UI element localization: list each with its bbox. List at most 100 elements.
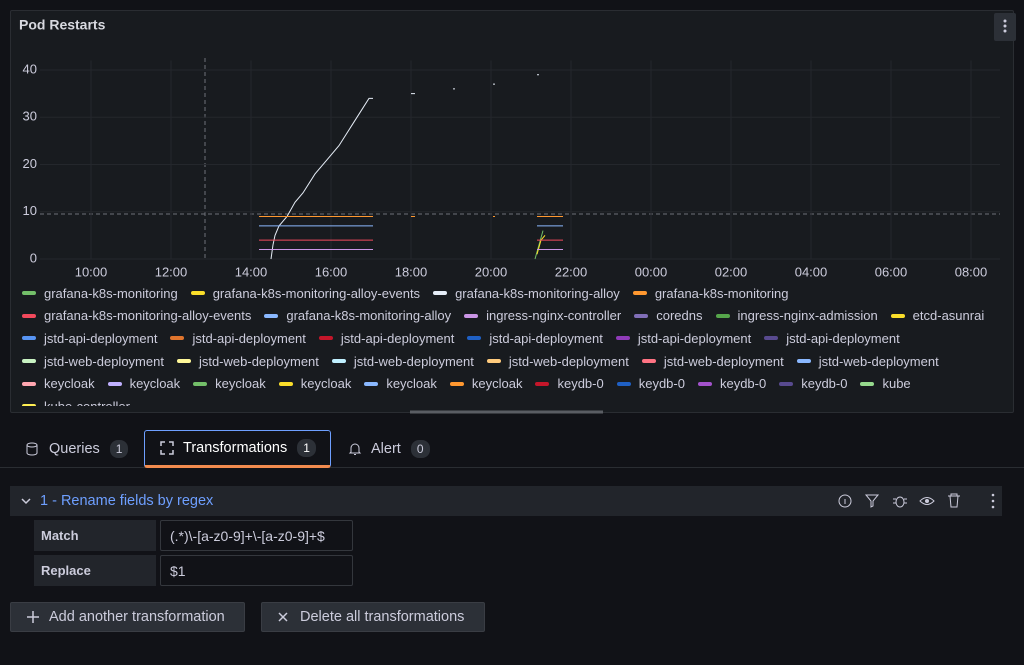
legend-label: grafana-k8s-monitoring — [44, 285, 178, 301]
field-label: Match — [34, 520, 156, 551]
legend-swatch — [464, 313, 479, 318]
legend-item[interactable]: jstd-web-deployment — [176, 352, 319, 371]
tab-alert[interactable]: Alert 0 — [348, 430, 430, 468]
field-input[interactable]: (.*)\-[a-z0-9]+\-[a-z0-9]+$ — [160, 520, 353, 551]
legend-item[interactable]: ingress-nginx-admission — [715, 307, 878, 326]
legend-label: jstd-web-deployment — [663, 353, 784, 369]
legend-item[interactable]: grafana-k8s-monitoring-alloy-events — [190, 284, 421, 303]
legend-item[interactable]: grafana-k8s-monitoring — [22, 284, 178, 303]
legend-label: keycloak — [215, 376, 266, 392]
legend-swatch — [641, 359, 656, 364]
legend-item[interactable]: jstd-api-deployment — [615, 329, 751, 348]
x-tick-label: 22:00 — [555, 264, 588, 279]
legend-item[interactable]: jstd-web-deployment — [22, 352, 164, 371]
legend-item[interactable]: keycloak — [449, 374, 522, 393]
legend-label: ingress-nginx-admission — [737, 308, 878, 324]
legend-swatch — [22, 313, 36, 318]
legend-swatch — [467, 336, 482, 341]
legend-item[interactable]: etcd-asunrai — [890, 307, 984, 326]
legend-swatch — [318, 336, 333, 341]
legend-item[interactable]: grafana-k8s-monitoring-alloy — [433, 284, 620, 303]
legend-swatch — [715, 313, 730, 318]
legend-item[interactable]: keycloak — [107, 374, 180, 393]
legend-label: jstd-web-deployment — [44, 353, 164, 369]
legend-swatch — [449, 381, 464, 386]
legend-label: grafana-k8s-monitoring-alloy-events — [212, 285, 421, 301]
legend-item[interactable]: kube-controller — [22, 397, 130, 406]
legend-item[interactable]: grafana-k8s-monitoring — [632, 284, 789, 303]
field-input[interactable]: $1 — [160, 555, 353, 586]
legend-item[interactable]: jstd-web-deployment — [641, 352, 784, 371]
legend-item[interactable]: keydb-0 — [535, 374, 604, 393]
tab-label: Queries — [49, 441, 100, 457]
legend-item[interactable]: grafana-k8s-monitoring-alloy-events — [22, 307, 251, 326]
legend-label: keydb-0 — [719, 376, 767, 392]
legend-swatch — [779, 381, 794, 386]
legend-swatch — [486, 359, 501, 364]
delete-button[interactable]: Delete all transformations — [261, 602, 485, 632]
x-tick-label: 08:00 — [955, 264, 988, 279]
legend-swatch — [860, 381, 875, 386]
legend-label: keycloak — [44, 376, 95, 392]
x-tick-label: 18:00 — [395, 264, 428, 279]
legend-swatch — [170, 336, 185, 341]
legend-item[interactable]: keycloak — [278, 374, 352, 393]
tab-queries[interactable]: Queries 1 — [25, 430, 129, 468]
y-tick-label: 20 — [23, 156, 37, 171]
legend-item[interactable]: jstd-web-deployment — [331, 352, 474, 371]
x-tick-label: 16:00 — [315, 264, 348, 279]
legend-swatch — [278, 381, 293, 386]
legend-item[interactable]: keydb-0 — [779, 374, 847, 393]
legend-item[interactable]: jstd-api-deployment — [764, 329, 900, 348]
legend-swatch — [190, 291, 205, 296]
legend-swatch — [616, 381, 631, 386]
add-button[interactable]: Add another transformation — [10, 602, 245, 632]
x-tick-label: 10:00 — [75, 264, 108, 279]
legend-label: jstd-web-deployment — [508, 353, 629, 369]
legend-swatch — [331, 359, 346, 364]
y-tick-label: 10 — [23, 203, 37, 218]
legend-label: keydb-0 — [801, 376, 848, 392]
field-label: Replace — [34, 555, 156, 586]
tab-divider — [0, 467, 1024, 468]
tab-label: Alert — [371, 441, 401, 457]
legend-item[interactable]: jstd-api-deployment — [22, 329, 157, 348]
x-tick-label: 02:00 — [715, 264, 748, 279]
legend-item[interactable]: jstd-web-deployment — [486, 352, 629, 371]
legend-label: jstd-api-deployment — [786, 330, 900, 346]
transformation-header[interactable]: 1 - Rename fields by regex — [10, 486, 1002, 516]
legend-label: grafana-k8s-monitoring-alloy — [455, 285, 620, 301]
tab-count: 1 — [297, 439, 316, 457]
legend-label: jstd-web-deployment — [198, 353, 319, 369]
legend-label: keydb-0 — [557, 376, 604, 392]
legend-item[interactable]: jstd-api-deployment — [170, 329, 306, 348]
legend-label: jstd-api-deployment — [489, 330, 603, 346]
legend-swatch — [764, 336, 779, 341]
legend-item[interactable]: keycloak — [22, 374, 95, 393]
tab-transformations[interactable]: Transformations 1 — [144, 430, 331, 468]
panel-title: Pod Restarts — [19, 17, 106, 33]
legend-item[interactable]: jstd-api-deployment — [467, 329, 603, 348]
legend-item[interactable]: kube — [860, 374, 911, 393]
legend-swatch — [615, 336, 630, 341]
legend-swatch — [107, 381, 122, 386]
legend-item[interactable]: grafana-k8s-monitoring-alloy — [264, 307, 451, 326]
legend-label: grafana-k8s-monitoring-alloy-events — [44, 308, 252, 324]
legend-label: keycloak — [300, 376, 352, 392]
legend-item[interactable]: jstd-web-deployment — [796, 352, 939, 371]
legend-item[interactable]: coredns — [634, 307, 703, 326]
transformation-actions[interactable] — [835, 491, 995, 511]
button-label: Add another transformation — [49, 609, 225, 625]
transformation-title: 1 - Rename fields by regex — [40, 493, 214, 509]
legend-item[interactable]: keydb-0 — [697, 374, 767, 393]
legend-item[interactable]: jstd-api-deployment — [318, 329, 454, 348]
legend-item[interactable]: keycloak — [364, 374, 437, 393]
legend-swatch — [22, 404, 36, 406]
y-tick-label: 40 — [23, 61, 37, 76]
legend-item[interactable]: keydb-0 — [616, 374, 685, 393]
legend-swatch — [632, 291, 647, 296]
legend: grafana-k8s-monitoring grafana-k8s-monito… — [22, 284, 1007, 406]
legend-item[interactable]: keycloak — [193, 374, 266, 393]
legend-item[interactable]: ingress-nginx-controller — [464, 307, 621, 326]
legend-swatch — [697, 381, 712, 386]
